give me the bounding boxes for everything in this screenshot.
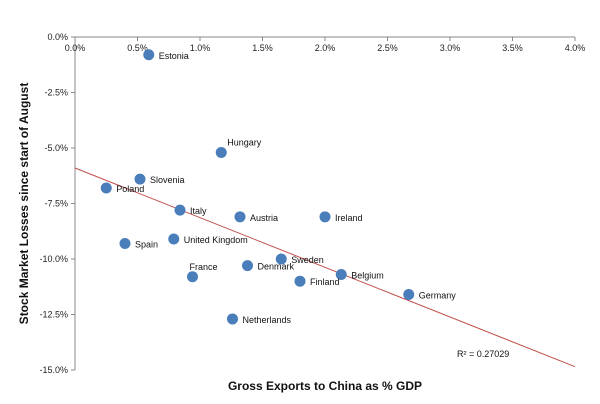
trendline xyxy=(74,167,576,368)
x-tick-label: 0.5% xyxy=(127,43,148,53)
y-tick-label: -15.0% xyxy=(39,365,68,375)
y-tick-label: -12.5% xyxy=(39,310,68,320)
point-label: Poland xyxy=(116,184,144,194)
point-label: United Kingdom xyxy=(184,235,248,245)
data-point xyxy=(143,49,155,61)
point-label: Germany xyxy=(419,291,457,301)
point-label: Austria xyxy=(250,213,278,223)
y-axis-title: Stock Market Losses since start of Augus… xyxy=(17,83,31,325)
point-label: Denmark xyxy=(258,262,295,272)
x-tick-label: 1.0% xyxy=(190,43,211,53)
point-label: Netherlands xyxy=(243,315,292,325)
r-squared-label: R² = 0.27029 xyxy=(457,349,509,359)
x-tick-label: 1.5% xyxy=(252,43,273,53)
data-point xyxy=(403,289,415,301)
y-tick-label: -10.0% xyxy=(39,254,68,264)
data-point xyxy=(242,260,253,272)
x-tick-label: 3.5% xyxy=(502,43,523,53)
data-point xyxy=(187,271,198,283)
trendline-group xyxy=(74,167,576,368)
point-label: Finland xyxy=(310,277,340,287)
point-label: Spain xyxy=(135,239,158,249)
point-label: Hungary xyxy=(227,137,262,147)
point-label: Slovenia xyxy=(150,175,185,185)
data-point xyxy=(134,173,146,185)
y-tick-label: 0.0% xyxy=(47,32,68,42)
axes: 0.0% 0.5% 1.0% 1.5% 2.0% 2.5% 3.0% 3.5% 4.0% 0.0%… xyxy=(39,32,585,375)
x-axis-title: Gross Exports to China as % GDP xyxy=(228,379,422,393)
data-point xyxy=(215,146,227,158)
data-point xyxy=(174,204,186,216)
x-tick-label: 2.0% xyxy=(315,43,336,53)
point-label: France xyxy=(190,262,218,272)
y-tick-label: -2.5% xyxy=(44,88,68,98)
point-label: Ireland xyxy=(335,213,363,223)
x-tick-label: 3.0% xyxy=(440,43,461,53)
points-group xyxy=(100,49,415,325)
point-labels-group: Estonia Hungary Slovenia Poland Italy Austria… xyxy=(116,51,456,325)
x-tick-label: 4.0% xyxy=(565,43,586,53)
data-point xyxy=(100,182,112,194)
x-tick-label: 0.0% xyxy=(65,43,86,53)
data-point xyxy=(335,269,347,281)
point-label: Estonia xyxy=(159,51,189,61)
y-tick-label: -5.0% xyxy=(44,143,68,153)
data-point xyxy=(119,237,131,249)
point-label: Italy xyxy=(190,206,207,216)
data-point xyxy=(319,211,331,223)
point-label: Sweden xyxy=(291,255,324,265)
data-point xyxy=(234,211,246,223)
data-point xyxy=(168,233,180,245)
data-point xyxy=(275,253,287,265)
x-tick-label: 2.5% xyxy=(377,43,398,53)
point-label: Belgium xyxy=(351,271,384,281)
data-point xyxy=(227,313,238,325)
data-point xyxy=(294,275,306,287)
y-tick-label: -7.5% xyxy=(44,199,68,209)
